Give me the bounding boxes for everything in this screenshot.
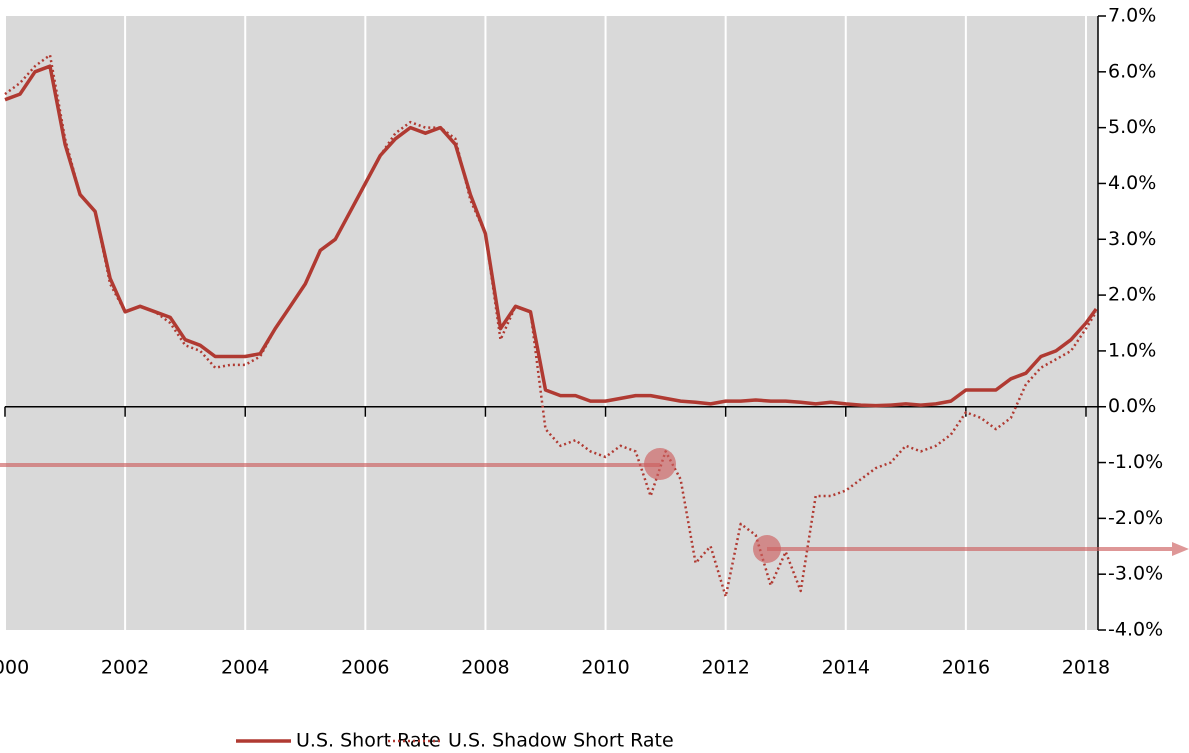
x-tick-label: 2004 <box>221 657 269 679</box>
legend-label: U.S. Shadow Short Rate <box>448 730 674 752</box>
plot-area <box>5 16 1098 630</box>
annotation-circle <box>753 535 781 563</box>
y-tick-label: -4.0% <box>1108 619 1163 641</box>
y-tick-label: 5.0% <box>1108 116 1156 138</box>
x-tick-label: 2000 <box>0 657 29 679</box>
y-tick-label: 0.0% <box>1108 395 1156 417</box>
x-tick-label: 2016 <box>942 657 990 679</box>
y-tick-label: -1.0% <box>1108 451 1163 473</box>
y-tick-label: 3.0% <box>1108 228 1156 250</box>
y-tick-label: -2.0% <box>1108 507 1163 529</box>
y-tick-label: 2.0% <box>1108 284 1156 306</box>
y-tick-label: 1.0% <box>1108 339 1156 361</box>
legend-label: U.S. Short Rate <box>296 730 441 752</box>
x-tick-label: 2010 <box>581 657 629 679</box>
y-tick-label: 4.0% <box>1108 172 1156 194</box>
series-line <box>4 64 1098 408</box>
x-tick-label: 2014 <box>822 657 870 679</box>
y-tick-label: 6.0% <box>1108 60 1156 82</box>
x-tick-label: 2006 <box>341 657 389 679</box>
y-tick-label: 7.0% <box>1108 5 1156 27</box>
x-tick-label: 2018 <box>1062 657 1110 679</box>
x-tick-label: 2012 <box>701 657 749 679</box>
x-tick-label: 2008 <box>461 657 509 679</box>
annotation-circle <box>644 448 676 480</box>
x-tick-label: 2002 <box>101 657 149 679</box>
series-line <box>4 53 1098 598</box>
y-tick-label: -3.0% <box>1108 563 1163 585</box>
annotation-arrowhead <box>1172 542 1189 556</box>
